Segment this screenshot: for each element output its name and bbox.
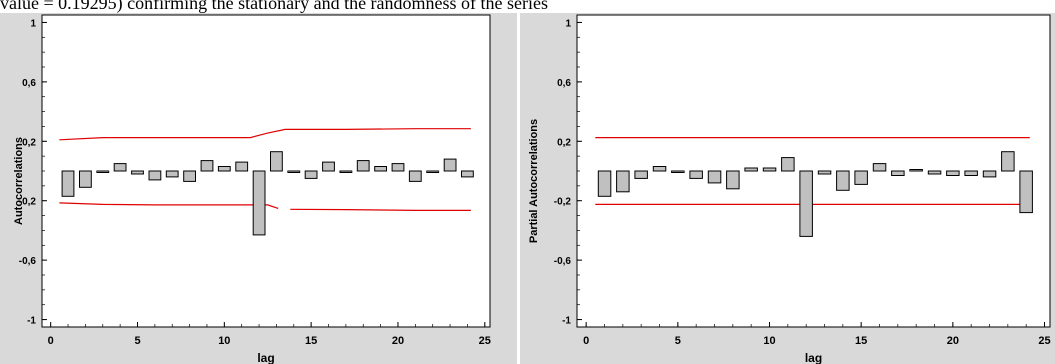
acf-x-axis-label: lag [257, 351, 274, 364]
acf-bar-lag-15 [304, 170, 318, 179]
pacf-ytick-label: 0,6 [557, 78, 571, 89]
pacf-bar-lag-24 [1019, 170, 1033, 214]
pacf-bar-lag-19 [927, 170, 942, 175]
pacf-xtick-label: 25 [1038, 335, 1050, 347]
pacf-bar-lag-23 [1001, 151, 1015, 172]
acf-bar-lag-17 [339, 170, 353, 173]
acf-ytick-label: 0,6 [22, 78, 36, 89]
acf-bar-lag-13 [270, 151, 283, 172]
acf-chart-panel: -1 -0,6 -0,2 0,2 0,6 1 0 5 10 15 20 25 lag Autocorrel… [0, 13, 517, 364]
acf-bar-lag-12 [252, 170, 266, 236]
pacf-bar-lag-13 [817, 170, 832, 175]
acf-bar-lag-24 [461, 170, 474, 178]
acf-bar-lag-2 [79, 170, 92, 188]
acf-xtick-label: 15 [305, 335, 317, 347]
acf-xtick-label: 25 [479, 335, 491, 347]
acf-upper-confidence-limit [59, 128, 471, 141]
acf-bar-lag-10 [217, 166, 231, 172]
acf-ytick-label: 1 [30, 18, 36, 29]
pacf-bar-lag-5 [671, 170, 685, 173]
acf-ytick-label: -0,2 [19, 197, 37, 208]
acf-bar-lag-11 [235, 161, 249, 172]
pacf-xtick-label: 5 [675, 335, 681, 347]
pacf-ytick-label: -0,2 [554, 197, 572, 208]
pacf-bar-lag-12 [799, 170, 813, 237]
pacf-bar-lag-22 [982, 170, 997, 178]
acf-bar-lag-21 [408, 170, 422, 182]
pacf-xtick-label: 10 [763, 335, 775, 347]
pacf-bar-lag-3 [634, 170, 648, 179]
acf-bar-lag-22 [426, 170, 440, 173]
figure-caption: value = 0.19295) confirming the stationa… [0, 0, 549, 13]
pacf-xtick-label: 15 [855, 335, 867, 347]
acf-bar-lag-4 [113, 163, 127, 172]
pacf-bar-lag-15 [854, 170, 868, 185]
acf-lower-confidence-limit [59, 202, 279, 209]
acf-bar-lag-7 [165, 170, 179, 178]
pacf-bar-lag-8 [726, 170, 740, 190]
pacf-x-axis-label: lag [805, 351, 822, 364]
pacf-bar-lag-16 [872, 163, 887, 172]
pacf-bar-lag-2 [616, 170, 630, 193]
acf-bar-lag-18 [356, 160, 370, 172]
acf-xtick-label: 20 [392, 335, 404, 347]
acf-bar-lag-8 [183, 170, 196, 182]
pacf-ytick-label: 0,2 [557, 137, 571, 148]
acf-xtick-label: 0 [48, 335, 54, 347]
pacf-xtick-label: 20 [947, 335, 959, 347]
pacf-bar-lag-7 [707, 170, 722, 184]
pacf-bar-lag-11 [781, 157, 795, 172]
pacf-xtick-label: 0 [583, 335, 589, 347]
acf-bar-lag-16 [322, 161, 335, 172]
pacf-y-axis-label: Partial Autocorrelations [528, 119, 540, 243]
acf-bar-lag-23 [443, 158, 457, 172]
acf-ytick-label: 0,2 [22, 137, 36, 148]
pacf-bar-lag-6 [689, 170, 703, 179]
pacf-plot-area [576, 14, 1051, 328]
acf-bar-lag-9 [200, 160, 214, 172]
pacf-bar-lag-1 [597, 170, 612, 197]
pacf-bar-lag-14 [836, 170, 850, 191]
pacf-bar-lag-10 [762, 167, 777, 172]
acf-ytick-label: -1 [27, 316, 36, 327]
pacf-ytick-label: -1 [562, 316, 571, 327]
acf-bar-lag-5 [131, 170, 144, 175]
pacf-bar-lag-20 [946, 170, 960, 176]
acf-bar-lag-1 [61, 170, 75, 197]
acf-ytick-label: -0,6 [19, 256, 37, 267]
pacf-bar-lag-21 [964, 170, 978, 176]
pacf-ytick-label: 1 [565, 18, 571, 29]
pacf-bar-lag-9 [744, 167, 758, 172]
acf-chart: -1-0,6-0,20,20,610 5 10 15 20 25lagAutocorrel… [0, 13, 517, 364]
acf-bar-lag-6 [148, 170, 162, 181]
acf-lower-confidence-limit [290, 208, 471, 211]
pacf-chart-panel: -1 -0,6 -0,2 0,2 0,6 1 0 5 10 15 20 25 lag Partial Au… [520, 13, 1055, 364]
acf-xtick-label: 10 [218, 335, 230, 347]
pacf-bar-lag-17 [891, 170, 905, 176]
acf-xtick-label: 5 [134, 335, 140, 347]
acf-bar-lag-3 [96, 170, 110, 173]
pacf-bar-lag-4 [652, 166, 667, 172]
acf-bar-lag-20 [391, 163, 405, 172]
pacf-bar-lag-18 [909, 169, 923, 172]
acf-y-axis-label: Autocorrelations [13, 137, 25, 225]
pacf-ytick-label: -0,6 [554, 256, 572, 267]
acf-bar-lag-19 [374, 166, 388, 172]
acf-bar-lag-14 [287, 170, 301, 173]
